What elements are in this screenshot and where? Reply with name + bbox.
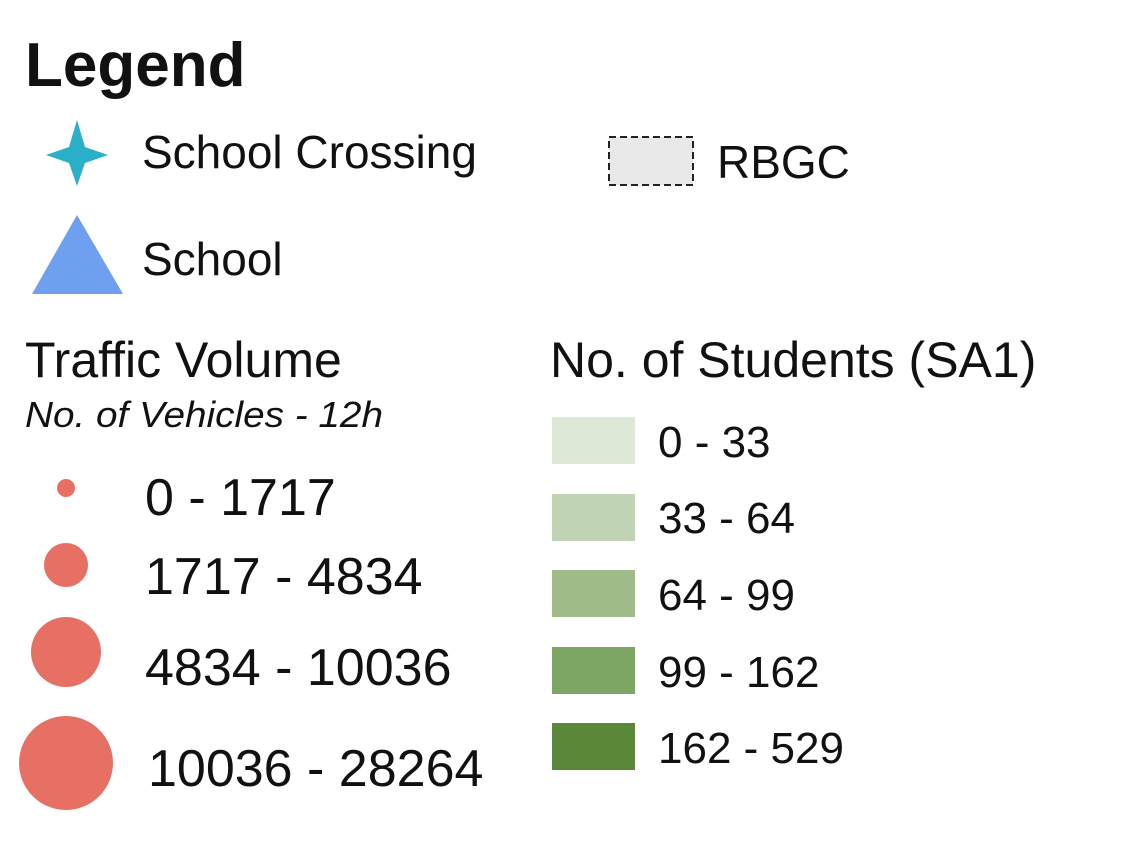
school-icon xyxy=(32,215,123,294)
traffic-symbol xyxy=(31,617,101,687)
student-swatch xyxy=(552,570,635,617)
traffic-label: 1717 - 4834 xyxy=(145,548,423,606)
traffic-label: 4834 - 10036 xyxy=(145,639,452,697)
student-label: 0 - 33 xyxy=(658,418,771,467)
student-label: 162 - 529 xyxy=(658,724,844,773)
section-title: No. of Students (SA1) xyxy=(550,332,1036,388)
section-title: Traffic Volume xyxy=(25,332,342,388)
traffic-symbol xyxy=(44,543,88,587)
school-crossing-icon xyxy=(46,120,108,186)
traffic-label: 0 - 1717 xyxy=(145,469,336,527)
section-subtitle: No. of Vehicles - 12h xyxy=(25,394,383,435)
traffic-label: 10036 - 28264 xyxy=(148,740,483,798)
student-label: 99 - 162 xyxy=(658,648,819,697)
student-swatch xyxy=(552,647,635,694)
student-swatch xyxy=(552,494,635,541)
symbol-label: School Crossing xyxy=(142,126,477,178)
symbol-label: RBGC xyxy=(717,136,850,188)
student-swatch xyxy=(552,723,635,770)
student-label: 33 - 64 xyxy=(658,494,795,543)
traffic-symbol xyxy=(19,716,113,810)
traffic-symbol xyxy=(57,479,75,497)
legend-title: Legend xyxy=(25,31,245,100)
student-label: 64 - 99 xyxy=(658,571,795,620)
student-swatch xyxy=(552,417,635,464)
rbgc-icon xyxy=(608,136,694,186)
symbol-label: School xyxy=(142,233,283,285)
